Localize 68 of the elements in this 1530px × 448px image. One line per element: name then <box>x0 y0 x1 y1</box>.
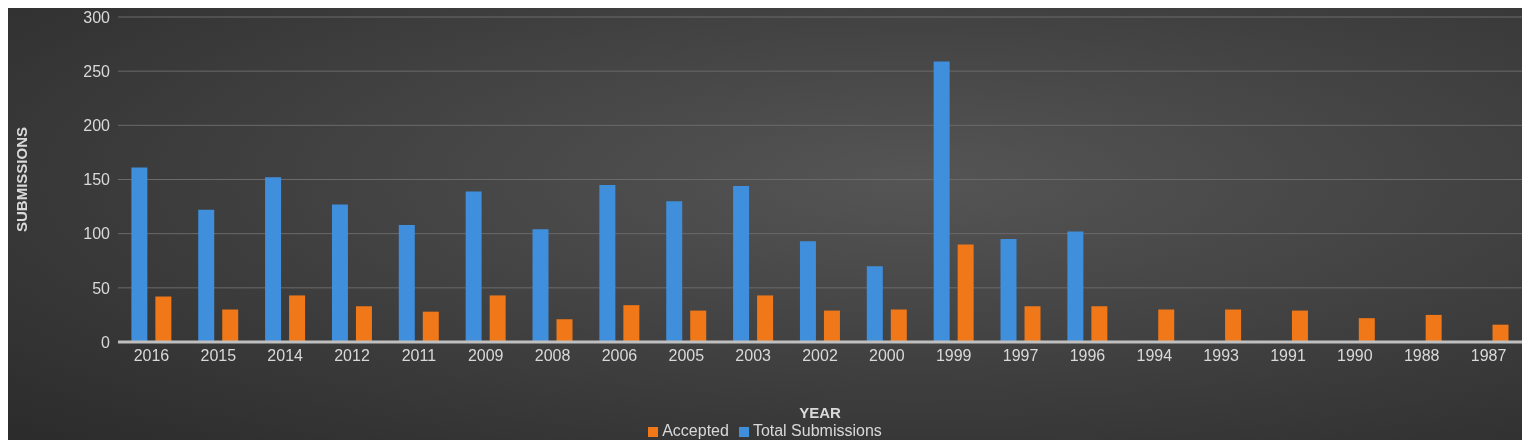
y-tick-label: 150 <box>83 171 111 189</box>
x-tick-label: 2002 <box>802 347 838 365</box>
x-tick-label: 2000 <box>869 347 905 365</box>
x-tick-label: 2015 <box>200 347 237 365</box>
x-tick-label: 1993 <box>1203 347 1240 365</box>
bar <box>890 309 907 342</box>
bar <box>957 244 974 342</box>
bar <box>422 311 439 342</box>
bar <box>489 295 506 342</box>
bar <box>866 266 883 342</box>
y-tick-label: 200 <box>83 117 111 135</box>
x-tick-label: 2009 <box>467 347 504 365</box>
bar <box>1425 314 1442 342</box>
bar <box>465 191 482 342</box>
bar <box>1024 306 1041 342</box>
bar <box>155 296 172 342</box>
bar <box>1067 231 1084 342</box>
bar <box>757 295 774 342</box>
bar <box>355 306 372 342</box>
bar <box>799 241 816 342</box>
y-tick-label: 0 <box>101 333 111 351</box>
x-tick-label: 2011 <box>401 347 437 365</box>
y-tick-label: 100 <box>83 225 111 243</box>
bar <box>623 305 640 342</box>
x-tick-label: 1988 <box>1403 347 1440 365</box>
x-axis-title: YEAR <box>799 404 841 421</box>
bar <box>690 310 707 342</box>
bar <box>222 309 239 342</box>
x-tick-label: 1996 <box>1069 347 1106 365</box>
y-tick-label: 50 <box>92 279 111 297</box>
x-tick-label: 2006 <box>601 347 638 365</box>
bar <box>1358 318 1375 342</box>
bar <box>599 184 616 342</box>
x-tick-label: 2012 <box>334 347 370 365</box>
x-tick-label: 1990 <box>1337 347 1373 365</box>
bar <box>666 201 683 342</box>
bar <box>823 310 840 342</box>
bar <box>1225 309 1242 342</box>
legend-label: Accepted <box>662 422 729 439</box>
bar <box>532 229 549 342</box>
bar <box>556 319 573 342</box>
legend-label: Total Submissions <box>752 422 882 439</box>
bar <box>1291 310 1308 342</box>
y-axis-title: SUBMISSIONS <box>13 126 31 233</box>
y-tick-label: 300 <box>83 8 111 26</box>
bar <box>1492 324 1509 342</box>
bar <box>1091 306 1108 342</box>
bar <box>1000 239 1017 342</box>
bar <box>933 61 950 342</box>
x-tick-label: 1987 <box>1470 347 1507 365</box>
x-tick-label: 2005 <box>668 347 705 365</box>
bar <box>131 167 148 342</box>
bar <box>289 295 306 342</box>
x-tick-label: 2016 <box>133 347 170 365</box>
bar <box>198 209 215 342</box>
bar <box>733 186 750 342</box>
bar <box>265 177 282 342</box>
x-tick-label: 1994 <box>1136 347 1173 365</box>
x-tick-label: 2014 <box>267 347 304 365</box>
x-tick-label: 2003 <box>735 347 772 365</box>
bar <box>1158 309 1175 342</box>
x-tick-label: 1991 <box>1270 347 1306 365</box>
bar <box>398 225 415 342</box>
x-tick-label: 1997 <box>1002 347 1039 365</box>
x-tick-label: 1999 <box>935 347 972 365</box>
bar <box>331 204 348 342</box>
y-tick-label: 250 <box>83 62 111 80</box>
x-tick-label: 2008 <box>534 347 571 365</box>
